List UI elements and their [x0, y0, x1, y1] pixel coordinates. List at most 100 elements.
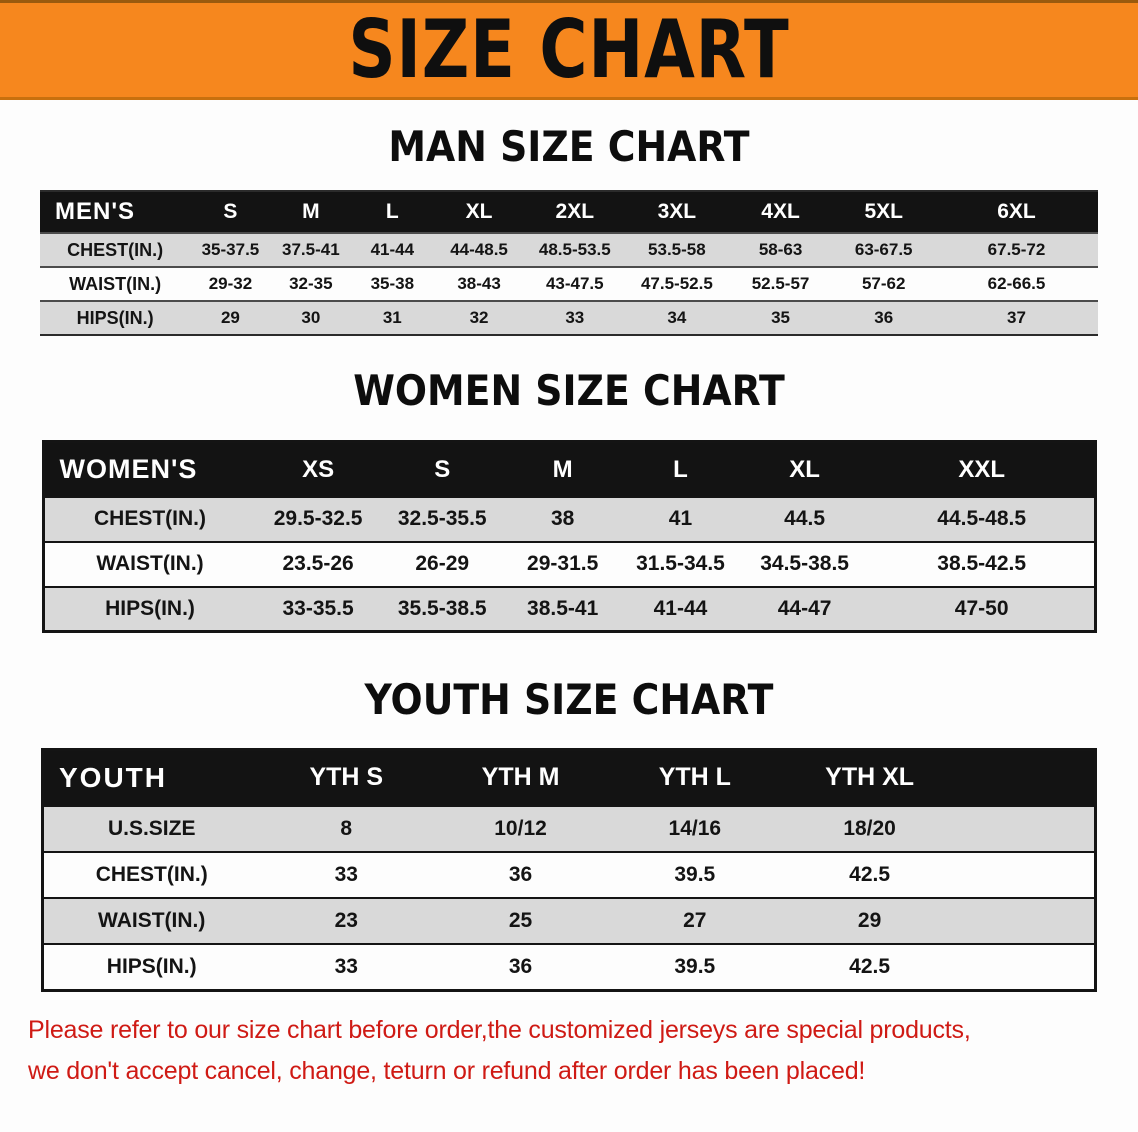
size-value: 47-50 — [869, 586, 1095, 632]
youth-size-table: YOUTH YTH S YTH M YTH L YTH XL U.S.SIZE 8 10/12… — [41, 747, 1097, 992]
size-value: 33 — [524, 301, 626, 336]
size-value: 35-38 — [370, 274, 415, 294]
banner: SIZE CHART — [0, 0, 1138, 100]
row-label: U.S.SIZE — [42, 806, 260, 853]
size-value: 44-48.5 — [433, 233, 525, 268]
size-value: 42.5 — [849, 863, 891, 887]
col-2xl: 2XL — [524, 191, 626, 234]
size-value: 35 — [728, 301, 833, 336]
row-chest-in: CHEST(IN.) 35-37.5 37.5-41 41-44 44-48.5 48.5… — [40, 233, 1098, 268]
col-4xl: 4XL — [728, 191, 833, 234]
row-waist-in: WAIST(IN.) 23 25 27 29 — [42, 898, 1096, 945]
size-value: 38.5-42.5 — [937, 552, 1027, 576]
col-xs: XS — [255, 441, 381, 497]
size-value: 32.5-35.5 — [380, 496, 504, 542]
size-value: 29.5-32.5 — [255, 496, 381, 542]
size-value: 8 — [259, 806, 434, 853]
row-hips-in: HIPS(IN.) 33 36 39.5 42.5 — [42, 944, 1096, 990]
col-s: S — [190, 191, 271, 234]
size-value: 58-63 — [728, 233, 833, 268]
row-label: WAIST(IN.) — [69, 273, 162, 294]
size-value: 38 — [503, 496, 622, 542]
size-value: 32-35 — [289, 274, 333, 294]
size-value: 14/16 — [607, 806, 782, 853]
size-value: 29-32 — [208, 274, 253, 294]
size-value: 29-31.5 — [527, 552, 599, 576]
women-section-heading: WOMEN SIZE CHART — [353, 366, 785, 416]
size-value: 47.5-52.5 — [640, 274, 713, 294]
youth-section-heading: YOUTH SIZE CHART — [364, 675, 774, 725]
blank-filler — [957, 806, 1096, 853]
size-value: 36 — [508, 863, 533, 887]
col-yth-m: YTH M — [433, 749, 608, 807]
size-value: 37.5-41 — [270, 233, 352, 268]
row-label: CHEST(IN.) — [43, 496, 256, 542]
women-size-section: WOMEN SIZE CHART WOMEN'S XS S M L XL XXL CHEST(… — [0, 366, 1138, 634]
blank-filler — [958, 852, 1096, 898]
col-5xl: 5XL — [832, 191, 936, 234]
size-value: 57-62 — [861, 274, 906, 294]
table-corner-label: WOMEN'S — [43, 441, 256, 497]
size-value: 30 — [270, 301, 352, 336]
size-value: 29 — [190, 301, 271, 336]
women-size-table: WOMEN'S XS S M L XL XXL CHEST(IN.) 29.5-32.5 32.5… — [41, 440, 1097, 634]
size-value: 44-47 — [739, 586, 870, 632]
size-value: 39.5 — [674, 863, 716, 887]
blank-filler — [958, 944, 1096, 990]
size-value: 38.5-41 — [503, 586, 622, 632]
men-section-heading: MAN SIZE CHART — [388, 122, 750, 171]
row-label: HIPS(IN.) — [40, 301, 191, 336]
size-value: 67.5-72 — [935, 233, 1098, 268]
size-value: 35.5-38.5 — [380, 586, 504, 632]
size-value: 32 — [433, 301, 525, 336]
size-value: 48.5-53.5 — [524, 233, 626, 268]
row-label: HIPS(IN.) — [106, 954, 197, 978]
col-yth-xl: YTH XL — [781, 749, 958, 807]
size-value: 41 — [621, 496, 740, 542]
row-label: CHEST(IN.) — [95, 863, 208, 887]
table-corner-label: MEN'S — [40, 191, 191, 234]
size-value: 44.5-48.5 — [869, 496, 1095, 542]
size-value: 41-44 — [351, 233, 434, 268]
row-u-s-size: U.S.SIZE 8 10/12 14/16 18/20 — [42, 806, 1096, 853]
notice-line-1: Please refer to our size chart before or… — [28, 1015, 971, 1044]
size-value: 41-44 — [621, 586, 740, 632]
youth-size-section: YOUTH SIZE CHART YOUTH YTH S YTH M YTH L YTH… — [0, 675, 1138, 992]
col-l: L — [621, 441, 740, 497]
col-xl: XL — [739, 441, 870, 497]
size-value: 53.5-58 — [625, 233, 729, 268]
notice-line-2: we don't accept cancel, change, teturn o… — [28, 1057, 866, 1086]
table-header-row: WOMEN'S XS S M L XL XXL — [43, 441, 1095, 497]
col-l: L — [351, 191, 434, 234]
row-label: WAIST(IN.) — [96, 552, 204, 576]
order-notice: Please refer to our size chart before or… — [28, 1014, 1138, 1088]
col-6xl: 6XL — [935, 191, 1098, 234]
table-header-row: YOUTH YTH S YTH M YTH L YTH XL — [42, 749, 1096, 807]
page-title: SIZE CHART — [348, 3, 790, 96]
row-chest-in: CHEST(IN.) 29.5-32.5 32.5-35.5 38 41 44.5 44.5… — [43, 496, 1095, 542]
size-value: 36 — [832, 301, 936, 336]
size-value: 31.5-34.5 — [636, 552, 725, 576]
row-label: HIPS(IN.) — [43, 586, 256, 632]
size-value: 39.5 — [674, 954, 716, 978]
col-yth-l: YTH L — [607, 749, 782, 807]
table-header-row: MEN'S S M L XL 2XL 3XL 4XL 5XL 6XL — [40, 191, 1098, 234]
blank-filler — [957, 749, 1096, 807]
size-value: 38-43 — [457, 274, 501, 294]
size-value: 23.5-26 — [282, 552, 354, 576]
row-label: WAIST(IN.) — [42, 898, 260, 945]
size-value: 62-66.5 — [987, 274, 1046, 294]
row-waist-in: WAIST(IN.) 23.5-26 26-29 29-31.5 31.5-34.5 34… — [43, 541, 1095, 587]
size-value: 31 — [351, 301, 434, 336]
size-value: 23 — [259, 898, 434, 945]
size-value: 25 — [433, 898, 608, 945]
col-s: S — [380, 441, 504, 497]
col-xl: XL — [433, 191, 525, 234]
col-3xl: 3XL — [625, 191, 729, 234]
size-value: 35-37.5 — [190, 233, 271, 268]
size-value: 63-67.5 — [832, 233, 936, 268]
col-m: M — [270, 191, 352, 234]
size-value: 34 — [625, 301, 729, 336]
size-value: 33 — [334, 863, 358, 887]
row-waist-in: WAIST(IN.) 29-32 32-35 35-38 38-43 43-47.5 47.… — [40, 267, 1098, 301]
